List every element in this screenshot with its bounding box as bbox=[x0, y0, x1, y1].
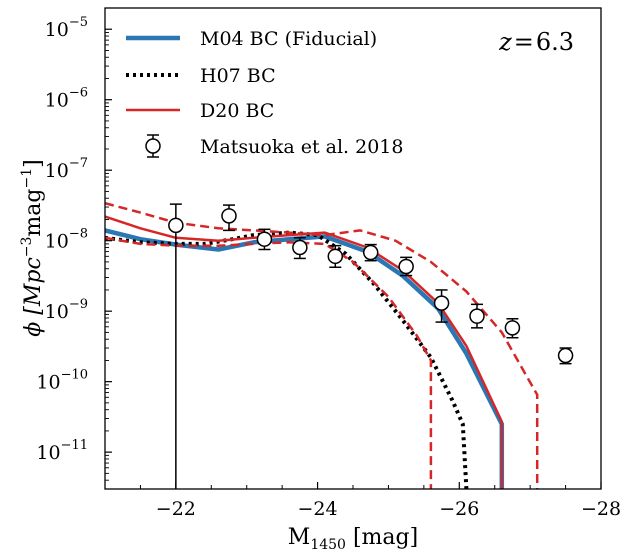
data-point bbox=[398, 256, 414, 277]
data-marker bbox=[469, 308, 485, 324]
y-tick-label: 10−9 bbox=[45, 297, 88, 323]
data-marker bbox=[504, 320, 521, 336]
x-axis-label-subscript: 1450 bbox=[310, 537, 346, 553]
series-line-0 bbox=[105, 228, 505, 489]
data-marker bbox=[168, 217, 184, 234]
data-point bbox=[469, 303, 485, 329]
y-tick-label: 10−11 bbox=[36, 438, 88, 464]
observed-points bbox=[168, 203, 574, 489]
y-axis: 10−11 10−10 10−9 10−8 10−7 10−6 10−5 bbox=[36, 15, 112, 481]
data-marker bbox=[362, 244, 379, 261]
series-line-3 bbox=[105, 236, 433, 489]
series-line-2 bbox=[105, 215, 504, 489]
data-marker bbox=[221, 208, 237, 224]
data-marker bbox=[557, 347, 574, 364]
legend-marker-matsuoka bbox=[145, 134, 161, 158]
data-point bbox=[292, 237, 308, 260]
x-axis: −22 −24 −26 −28 bbox=[104, 482, 621, 520]
y-axis-label: ϕ [Mpc−3mag−1] bbox=[19, 159, 46, 336]
legend: M04 BC (Fiducial) H07 BC D20 BC Matsuoka… bbox=[126, 28, 403, 158]
model-curves bbox=[105, 201, 539, 489]
x-tick-label: −24 bbox=[298, 498, 338, 520]
y-tick-label: 10−6 bbox=[45, 86, 88, 112]
series-line-4 bbox=[105, 201, 539, 489]
y-tick-label: 10−5 bbox=[45, 15, 88, 41]
data-marker bbox=[398, 258, 414, 275]
data-point bbox=[221, 204, 237, 232]
data-point bbox=[557, 347, 574, 365]
legend-label-m04: M04 BC (Fiducial) bbox=[200, 28, 377, 50]
legend-label-matsuoka: Matsuoka et al. 2018 bbox=[200, 136, 403, 158]
y-tick-label: 10−10 bbox=[36, 368, 88, 394]
legend-label-h07: H07 BC bbox=[200, 65, 276, 87]
x-tick-label: −26 bbox=[439, 498, 479, 520]
data-point bbox=[327, 244, 344, 268]
data-marker bbox=[433, 295, 450, 311]
x-tick-label: −22 bbox=[156, 498, 196, 520]
legend-label-d20: D20 BC bbox=[200, 100, 274, 122]
data-point bbox=[433, 289, 450, 323]
redshift-annotation: z=6.3 bbox=[498, 28, 574, 56]
y-tick-label: 10−7 bbox=[45, 156, 88, 182]
data-marker bbox=[256, 231, 273, 247]
data-point bbox=[168, 203, 184, 489]
x-axis-label: M1450 [mag] bbox=[288, 525, 418, 553]
data-point bbox=[256, 228, 273, 251]
data-marker bbox=[292, 239, 308, 256]
data-marker bbox=[327, 248, 344, 265]
series-line-1 bbox=[105, 230, 469, 489]
data-point bbox=[504, 318, 521, 339]
data-point bbox=[362, 243, 379, 262]
y-tick-label: 10−8 bbox=[45, 227, 88, 253]
x-tick-label: −28 bbox=[581, 498, 621, 520]
